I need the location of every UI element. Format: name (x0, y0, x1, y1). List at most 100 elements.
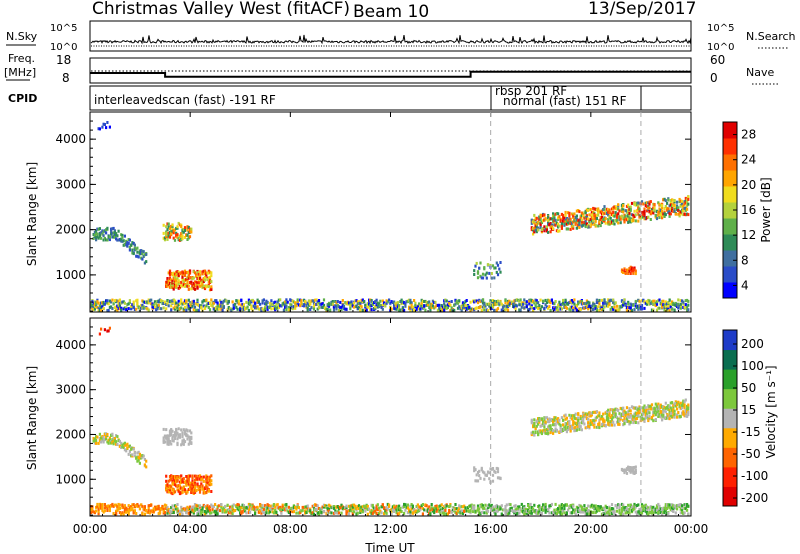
rti-cell (163, 511, 167, 515)
rti-cell (112, 235, 115, 239)
rti-cell (579, 414, 582, 418)
rti-cell (105, 126, 108, 130)
rti-cell (598, 421, 601, 425)
rti-cell (587, 224, 590, 228)
rti-cell (177, 283, 180, 287)
rti-cell (155, 308, 158, 312)
rti-cell (633, 418, 636, 422)
rti-cell (177, 237, 180, 241)
rti-cell (533, 425, 536, 428)
rti-cell (518, 511, 521, 515)
rti-cell (484, 304, 487, 308)
rti-cell (112, 438, 115, 442)
rti-cell (181, 477, 184, 481)
rti-cell (440, 307, 443, 311)
rti-cell (121, 239, 124, 243)
rti-cell (415, 307, 418, 311)
rti-cell (192, 485, 195, 488)
rti-cell (627, 300, 630, 304)
rti-cell (509, 507, 512, 511)
rti-cell (103, 236, 106, 240)
rti-cell (201, 300, 204, 304)
rti-cell (638, 511, 641, 515)
rti-cell (619, 221, 622, 225)
rti-cell (659, 302, 662, 306)
rti-cell (585, 222, 588, 226)
rti-cell (235, 305, 238, 309)
rti-cell (594, 507, 597, 511)
rti-cell (339, 300, 342, 304)
rti-cell (301, 508, 304, 512)
rti-cell (594, 219, 597, 223)
rti-cell (560, 224, 563, 228)
rti-cell (100, 327, 103, 331)
rti-cell (102, 234, 105, 238)
rti-cell (211, 304, 214, 308)
rti-cell (470, 307, 473, 311)
rti-cell (593, 302, 596, 306)
rti-cell (438, 303, 441, 307)
rti-cell (533, 433, 536, 437)
rti-cell (279, 505, 282, 509)
rti-cell (167, 441, 170, 445)
rti-cell (530, 226, 533, 230)
rti-cell (170, 278, 173, 282)
rti-cell (485, 302, 488, 306)
rti-cell (327, 503, 331, 507)
rti-cell (649, 407, 652, 410)
rti-cell (532, 220, 535, 224)
rti-cell (554, 511, 557, 515)
rti-cell (524, 507, 527, 511)
rti-cell (260, 503, 263, 507)
rti-cell (176, 306, 179, 310)
rti-cell (553, 307, 556, 311)
rti-cell (210, 274, 213, 278)
rti-cell (553, 219, 556, 223)
rti-cell (534, 431, 537, 434)
rti-cell (176, 503, 179, 506)
rti-cell (206, 504, 209, 508)
rti-cell (533, 307, 536, 310)
rti-cell (95, 229, 98, 233)
rti-cell (664, 300, 667, 304)
rti-cell (334, 304, 337, 308)
rti-cell (555, 512, 558, 516)
rti-cell (650, 415, 654, 419)
rti-cell (587, 217, 590, 221)
rti-cell (128, 300, 131, 304)
rti-cell (607, 422, 610, 426)
rti-cell (590, 510, 593, 514)
rti-cell (630, 201, 634, 205)
rti-cell (185, 428, 188, 432)
rti-cell (575, 508, 578, 512)
rti-cell (143, 261, 146, 265)
rti-cell (168, 281, 172, 285)
rti-cell (466, 304, 470, 308)
rti-cell (383, 301, 386, 305)
rti-cell (479, 261, 482, 265)
rti-cell (604, 301, 607, 305)
rti-cell (345, 504, 348, 508)
power-cbar-tick: 16 (741, 203, 756, 217)
rti-cell (90, 302, 93, 306)
rti-cell (208, 511, 212, 515)
rti-cell (183, 229, 187, 232)
rti-cell (314, 508, 317, 512)
rti-cell (92, 437, 95, 440)
rti-cell (292, 506, 295, 510)
rti-cell (491, 479, 495, 483)
rti-cell (643, 404, 646, 408)
rti-cell (261, 299, 264, 303)
rti-cell (108, 235, 111, 239)
rti-cell (677, 206, 680, 210)
rti-cell (495, 261, 498, 265)
rti-cell (633, 412, 636, 416)
rti-cell (319, 507, 322, 511)
rti-cell (128, 444, 131, 448)
rti-cell (103, 229, 106, 233)
rti-cell (167, 222, 170, 226)
rti-cell (360, 505, 363, 509)
rti-cell (579, 299, 582, 303)
rti-cell (622, 217, 625, 221)
rti-cell (249, 303, 252, 306)
